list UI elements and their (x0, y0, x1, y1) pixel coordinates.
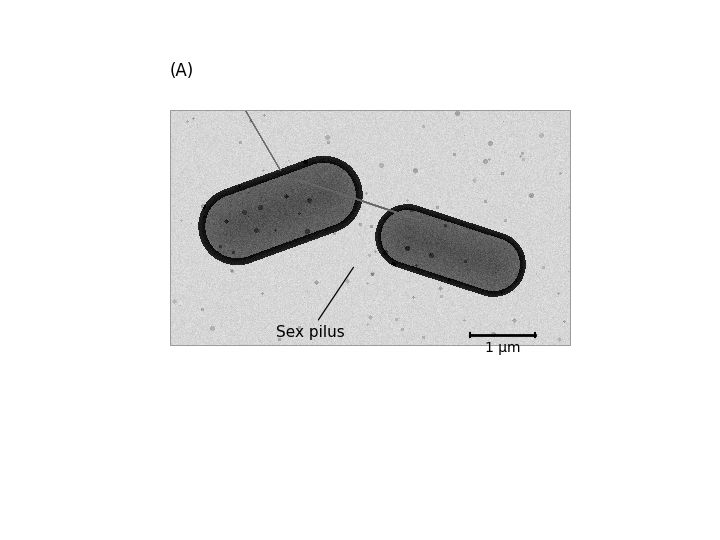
Text: (A): (A) (170, 62, 194, 80)
Bar (170, 110, 570, 345)
Text: Sex pilus: Sex pilus (276, 267, 354, 340)
Text: Figure 12.23 Bacterial Conjugation and Recombination (A): Figure 12.23 Bacterial Conjugation and R… (7, 11, 598, 29)
Text: 1 μm: 1 μm (485, 341, 521, 355)
